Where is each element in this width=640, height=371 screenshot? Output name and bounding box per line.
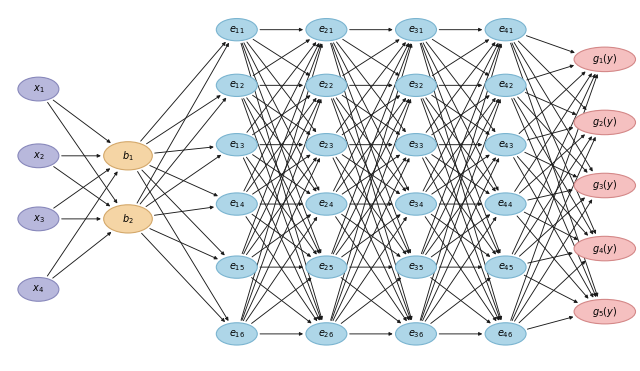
Ellipse shape xyxy=(574,299,636,324)
Text: $x_2$: $x_2$ xyxy=(33,150,44,162)
Text: $x_3$: $x_3$ xyxy=(33,213,44,225)
Text: $e_{12}$: $e_{12}$ xyxy=(229,79,244,91)
Text: $e_{42}$: $e_{42}$ xyxy=(498,79,513,91)
Ellipse shape xyxy=(485,19,526,41)
Text: $e_{11}$: $e_{11}$ xyxy=(229,24,244,36)
Ellipse shape xyxy=(306,134,347,156)
Text: $e_{14}$: $e_{14}$ xyxy=(228,198,245,210)
Text: $e_{16}$: $e_{16}$ xyxy=(228,328,245,340)
Text: $b_1$: $b_1$ xyxy=(122,149,134,163)
Text: $e_{43}$: $e_{43}$ xyxy=(497,139,514,151)
Text: $e_{32}$: $e_{32}$ xyxy=(408,79,424,91)
Ellipse shape xyxy=(485,323,526,345)
Text: $e_{33}$: $e_{33}$ xyxy=(408,139,424,151)
Ellipse shape xyxy=(396,323,436,345)
Ellipse shape xyxy=(306,323,347,345)
Text: $e_{36}$: $e_{36}$ xyxy=(408,328,424,340)
Text: $b_2$: $b_2$ xyxy=(122,212,134,226)
Ellipse shape xyxy=(216,256,257,278)
Ellipse shape xyxy=(396,193,436,215)
Ellipse shape xyxy=(104,142,152,170)
Text: $x_1$: $x_1$ xyxy=(33,83,44,95)
Text: $e_{23}$: $e_{23}$ xyxy=(318,139,335,151)
Ellipse shape xyxy=(18,144,59,168)
Ellipse shape xyxy=(396,19,436,41)
Ellipse shape xyxy=(574,110,636,135)
Text: $e_{35}$: $e_{35}$ xyxy=(408,261,424,273)
Text: $g_5(y)$: $g_5(y)$ xyxy=(592,305,618,319)
Ellipse shape xyxy=(216,323,257,345)
Text: $g_2(y)$: $g_2(y)$ xyxy=(592,115,618,129)
Text: $e_{22}$: $e_{22}$ xyxy=(319,79,334,91)
Text: $g_4(y)$: $g_4(y)$ xyxy=(592,242,618,256)
Ellipse shape xyxy=(396,74,436,96)
Text: $e_{13}$: $e_{13}$ xyxy=(228,139,245,151)
Ellipse shape xyxy=(574,47,636,72)
Text: $e_{26}$: $e_{26}$ xyxy=(318,328,335,340)
Ellipse shape xyxy=(485,74,526,96)
Ellipse shape xyxy=(306,19,347,41)
Ellipse shape xyxy=(216,19,257,41)
Text: $g_1(y)$: $g_1(y)$ xyxy=(592,52,618,66)
Text: $e_{45}$: $e_{45}$ xyxy=(497,261,514,273)
Text: $e_{31}$: $e_{31}$ xyxy=(408,24,424,36)
Text: $e_{25}$: $e_{25}$ xyxy=(318,261,335,273)
Ellipse shape xyxy=(306,193,347,215)
Ellipse shape xyxy=(574,173,636,198)
Text: $x_4$: $x_4$ xyxy=(33,283,44,295)
Ellipse shape xyxy=(216,134,257,156)
Text: $e_{41}$: $e_{41}$ xyxy=(498,24,513,36)
Text: $e_{15}$: $e_{15}$ xyxy=(228,261,245,273)
Text: $g_3(y)$: $g_3(y)$ xyxy=(592,178,618,193)
Ellipse shape xyxy=(104,205,152,233)
Text: $e_{46}$: $e_{46}$ xyxy=(497,328,514,340)
Text: $e_{34}$: $e_{34}$ xyxy=(408,198,424,210)
Ellipse shape xyxy=(485,193,526,215)
Text: $e_{24}$: $e_{24}$ xyxy=(318,198,335,210)
Ellipse shape xyxy=(396,134,436,156)
Ellipse shape xyxy=(216,193,257,215)
Ellipse shape xyxy=(306,74,347,96)
Ellipse shape xyxy=(18,77,59,101)
Ellipse shape xyxy=(485,134,526,156)
Ellipse shape xyxy=(574,236,636,261)
Text: $e_{44}$: $e_{44}$ xyxy=(497,198,514,210)
Ellipse shape xyxy=(485,256,526,278)
Text: $e_{21}$: $e_{21}$ xyxy=(319,24,334,36)
Ellipse shape xyxy=(18,207,59,231)
Ellipse shape xyxy=(216,74,257,96)
Ellipse shape xyxy=(396,256,436,278)
Ellipse shape xyxy=(306,256,347,278)
Ellipse shape xyxy=(18,278,59,301)
